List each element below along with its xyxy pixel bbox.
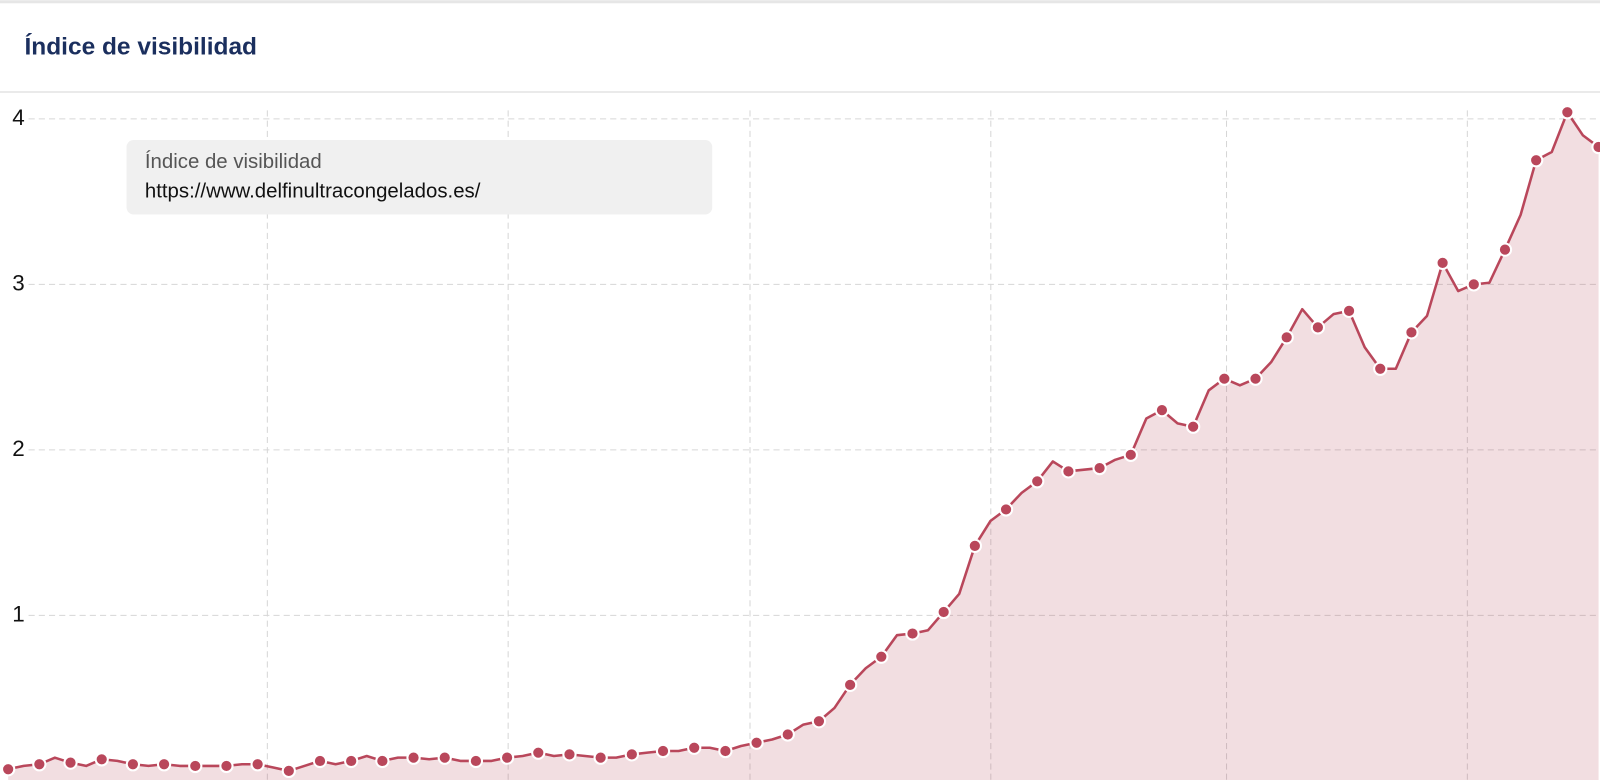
point <box>1279 330 1294 345</box>
point <box>250 757 265 772</box>
horizontal-grid: 1 2 3 4 <box>12 105 1600 626</box>
point <box>188 758 203 774</box>
point <box>1404 325 1419 340</box>
point <box>1 762 16 777</box>
point <box>1061 464 1076 479</box>
point <box>624 747 639 762</box>
point <box>375 753 390 769</box>
point <box>687 740 702 755</box>
point <box>1217 371 1232 386</box>
point <box>406 750 421 765</box>
point <box>531 745 546 760</box>
point <box>967 538 982 553</box>
point <box>1341 303 1357 319</box>
point <box>1560 105 1575 120</box>
y-tick-label: 2 <box>12 436 24 461</box>
point <box>344 753 359 769</box>
point <box>998 502 1014 517</box>
legend-entry: https://www.delfinultracongelados.es/ <box>145 180 481 202</box>
point <box>281 763 296 779</box>
point <box>718 743 733 759</box>
point <box>1497 242 1513 257</box>
point <box>1123 447 1138 462</box>
point <box>749 735 764 750</box>
point <box>468 753 484 769</box>
point <box>499 750 515 765</box>
chart-title: Índice de visibilidad <box>24 33 257 61</box>
point <box>811 714 827 729</box>
point <box>1373 361 1388 376</box>
legend-title: Índice de visibilidad <box>145 150 322 173</box>
point <box>32 757 47 772</box>
y-tick-label: 3 <box>12 270 24 295</box>
point <box>63 755 78 770</box>
point <box>1466 277 1481 292</box>
point <box>936 604 951 620</box>
point <box>874 649 889 664</box>
point <box>842 677 858 692</box>
point <box>1435 255 1450 271</box>
legend: Índice de visibilidad https://www.delfin… <box>126 140 713 215</box>
point <box>562 747 577 762</box>
point <box>1092 460 1107 476</box>
point <box>94 752 109 767</box>
point <box>655 743 671 759</box>
area <box>8 112 1599 780</box>
plot <box>1 105 1600 780</box>
point <box>1248 371 1263 386</box>
point <box>1529 153 1544 168</box>
point <box>125 757 141 772</box>
point <box>1310 320 1326 335</box>
point <box>780 727 795 742</box>
y-tick-label: 4 <box>12 105 24 130</box>
point <box>1186 419 1201 434</box>
point <box>905 626 920 641</box>
point <box>1591 139 1600 155</box>
point <box>156 757 172 772</box>
y-tick-label: 1 <box>12 601 24 626</box>
point <box>1030 474 1045 489</box>
point <box>312 753 328 769</box>
legend-box <box>126 140 713 215</box>
point <box>593 750 608 765</box>
point <box>219 758 234 774</box>
point <box>437 750 452 765</box>
point <box>1154 403 1170 418</box>
line <box>7 110 1600 773</box>
